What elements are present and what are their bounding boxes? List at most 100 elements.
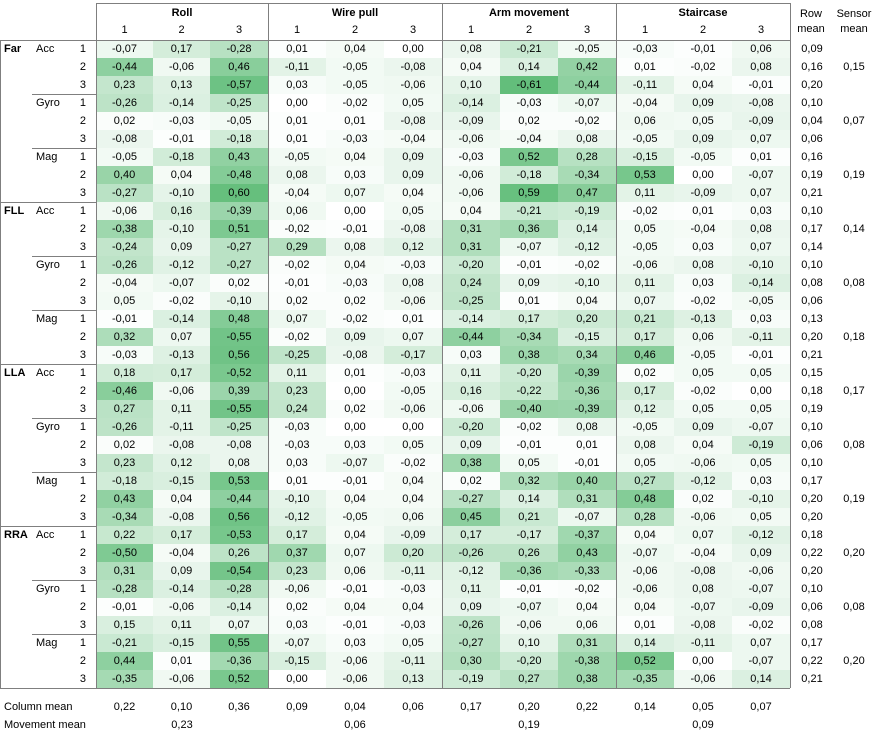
value-cell: 0,09 bbox=[732, 544, 790, 562]
column-divider bbox=[616, 3, 617, 688]
value-cell: -0,02 bbox=[732, 616, 790, 634]
value-cell: -0,02 bbox=[674, 382, 732, 400]
column-mean-value: 0,36 bbox=[228, 701, 250, 713]
row-index: 3 bbox=[79, 79, 86, 91]
value-cell: 0,04 bbox=[442, 58, 500, 76]
row-mean-value: 0,14 bbox=[801, 241, 823, 253]
value-cell: 0,02 bbox=[326, 292, 384, 310]
value-cell: 0,06 bbox=[616, 112, 674, 130]
row-index: 3 bbox=[79, 673, 86, 685]
value-cell: -0,25 bbox=[210, 418, 268, 436]
value-cell: -0,26 bbox=[442, 616, 500, 634]
value-cell: 0,05 bbox=[384, 94, 442, 112]
value-cell: -0,36 bbox=[558, 382, 616, 400]
value-cell: -0,20 bbox=[442, 418, 500, 436]
value-cell: 0,03 bbox=[326, 436, 384, 454]
value-cell: -0,04 bbox=[616, 94, 674, 112]
value-cell: -0,02 bbox=[268, 220, 326, 238]
value-cell: 0,08 bbox=[326, 238, 384, 256]
value-cell: -0,03 bbox=[96, 346, 153, 364]
column-divider bbox=[268, 3, 269, 688]
sensor-label: Gyro bbox=[36, 583, 60, 595]
value-cell: -0,01 bbox=[558, 454, 616, 472]
value-cell: -0,02 bbox=[558, 112, 616, 130]
value-cell: 0,04 bbox=[326, 490, 384, 508]
row-mean-value: 0,16 bbox=[801, 151, 823, 163]
value-cell: -0,07 bbox=[674, 598, 732, 616]
value-cell: -0,06 bbox=[674, 508, 732, 526]
value-cell: -0,02 bbox=[674, 58, 732, 76]
value-cell: 0,05 bbox=[732, 400, 790, 418]
row-mean-value: 0,20 bbox=[801, 511, 823, 523]
value-cell: 0,02 bbox=[326, 400, 384, 418]
value-cell: 0,04 bbox=[326, 256, 384, 274]
value-cell: 0,46 bbox=[210, 58, 268, 76]
value-cell: 0,00 bbox=[674, 652, 732, 670]
value-cell: -0,08 bbox=[96, 130, 153, 148]
value-cell: 0,00 bbox=[732, 382, 790, 400]
value-cell: 0,56 bbox=[210, 508, 268, 526]
value-cell: -0,19 bbox=[442, 670, 500, 688]
value-cell: -0,04 bbox=[384, 130, 442, 148]
value-cell: -0,15 bbox=[558, 328, 616, 346]
value-cell: -0,39 bbox=[558, 400, 616, 418]
value-cell: 0,10 bbox=[500, 634, 558, 652]
value-cell: -0,01 bbox=[326, 580, 384, 598]
value-cell: 0,04 bbox=[384, 598, 442, 616]
value-cell: 0,08 bbox=[558, 130, 616, 148]
sensor-mean-value: 0,17 bbox=[843, 385, 865, 397]
value-cell: -0,01 bbox=[96, 310, 153, 328]
value-cell: 0,30 bbox=[442, 652, 500, 670]
column-mean-value: 0,10 bbox=[170, 701, 193, 713]
value-cell: 0,01 bbox=[384, 310, 442, 328]
value-cell: 0,07 bbox=[384, 328, 442, 346]
value-cell: -0,24 bbox=[96, 238, 153, 256]
value-cell: 0,38 bbox=[500, 346, 558, 364]
value-cell: 0,01 bbox=[674, 202, 732, 220]
row-mean-value: 0,10 bbox=[801, 259, 823, 271]
row-mean-value: 0,22 bbox=[801, 655, 823, 667]
column-divider bbox=[96, 3, 97, 688]
value-cell: 0,52 bbox=[210, 670, 268, 688]
value-cell: -0,05 bbox=[268, 148, 326, 166]
row-index: 1 bbox=[79, 43, 86, 55]
value-cell: -0,15 bbox=[616, 148, 674, 166]
row-index: 1 bbox=[79, 205, 86, 217]
value-cell: -0,05 bbox=[674, 148, 732, 166]
value-cell: 0,04 bbox=[326, 148, 384, 166]
value-cell: -0,18 bbox=[96, 472, 153, 490]
value-cell: -0,06 bbox=[616, 256, 674, 274]
value-cell: 0,07 bbox=[326, 184, 384, 202]
value-cell: 0,31 bbox=[442, 238, 500, 256]
value-cell: 0,20 bbox=[384, 544, 442, 562]
value-cell: 0,04 bbox=[558, 292, 616, 310]
value-cell: -0,02 bbox=[616, 202, 674, 220]
value-cell: -0,03 bbox=[268, 418, 326, 436]
value-cell: -0,01 bbox=[326, 220, 384, 238]
row-index: 2 bbox=[79, 61, 86, 73]
sensor-mean-value: 0,08 bbox=[843, 439, 865, 451]
value-cell: 0,29 bbox=[268, 238, 326, 256]
row-mean-value: 0,10 bbox=[801, 205, 823, 217]
value-cell: -0,05 bbox=[384, 382, 442, 400]
value-cell: -0,55 bbox=[210, 400, 268, 418]
value-cell: 0,17 bbox=[616, 328, 674, 346]
value-cell: -0,05 bbox=[616, 130, 674, 148]
value-cell: -0,15 bbox=[153, 634, 210, 652]
value-cell: -0,44 bbox=[210, 490, 268, 508]
value-cell: -0,05 bbox=[326, 76, 384, 94]
column-divider bbox=[442, 3, 443, 688]
value-cell: 0,03 bbox=[732, 202, 790, 220]
value-cell: 0,07 bbox=[732, 238, 790, 256]
column-mean-value: 0,09 bbox=[286, 701, 308, 713]
value-cell: -0,15 bbox=[153, 472, 210, 490]
value-cell: 0,01 bbox=[616, 58, 674, 76]
value-cell: -0,12 bbox=[268, 508, 326, 526]
value-cell: -0,07 bbox=[732, 652, 790, 670]
value-cell: 0,04 bbox=[153, 490, 210, 508]
value-cell: -0,25 bbox=[210, 94, 268, 112]
value-cell: -0,02 bbox=[558, 256, 616, 274]
value-cell: 0,04 bbox=[384, 490, 442, 508]
row-index: 2 bbox=[79, 115, 86, 127]
